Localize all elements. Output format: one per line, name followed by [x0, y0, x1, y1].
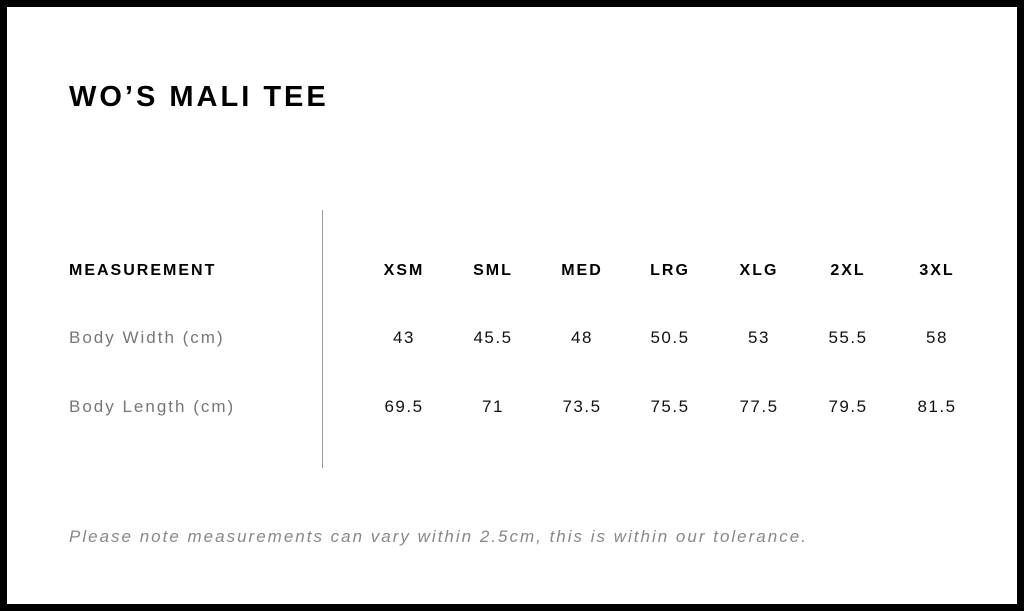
- measurement-header: MEASUREMENT: [69, 262, 217, 279]
- row-label-body-length: Body Length (cm): [69, 397, 236, 416]
- size-header: LRG: [650, 262, 690, 279]
- table-cell: 50.5: [650, 328, 690, 347]
- tolerance-note: Please note measurements can vary within…: [69, 527, 808, 546]
- table-cell: 53: [748, 328, 770, 347]
- size-header: XSM: [383, 262, 425, 279]
- size-chart-card: WO’S MALI TEE MEASUREMENT Body Width (cm…: [7, 7, 1017, 604]
- size-header: 2XL: [830, 262, 866, 279]
- table-cell: 75.5: [650, 397, 690, 416]
- table-cell: 69.5: [384, 397, 424, 416]
- table-cell: 45.5: [473, 328, 513, 347]
- table-cell: 73.5: [562, 397, 602, 416]
- table-cell: 81.5: [917, 397, 957, 416]
- table-cell: 79.5: [828, 397, 868, 416]
- size-header: SML: [473, 262, 513, 279]
- row-label-body-width: Body Width (cm): [69, 328, 225, 347]
- size-header: 3XL: [919, 262, 955, 279]
- size-header: MED: [561, 262, 603, 279]
- size-header: XLG: [739, 262, 779, 279]
- table-cell: 43: [393, 328, 415, 347]
- table-cell: 48: [571, 328, 593, 347]
- product-title: WO’S MALI TEE: [69, 81, 329, 113]
- table-cell: 71: [482, 397, 504, 416]
- column-divider: [322, 210, 323, 468]
- table-cell: 77.5: [739, 397, 779, 416]
- table-cell: 58: [926, 328, 948, 347]
- table-cell: 55.5: [828, 328, 868, 347]
